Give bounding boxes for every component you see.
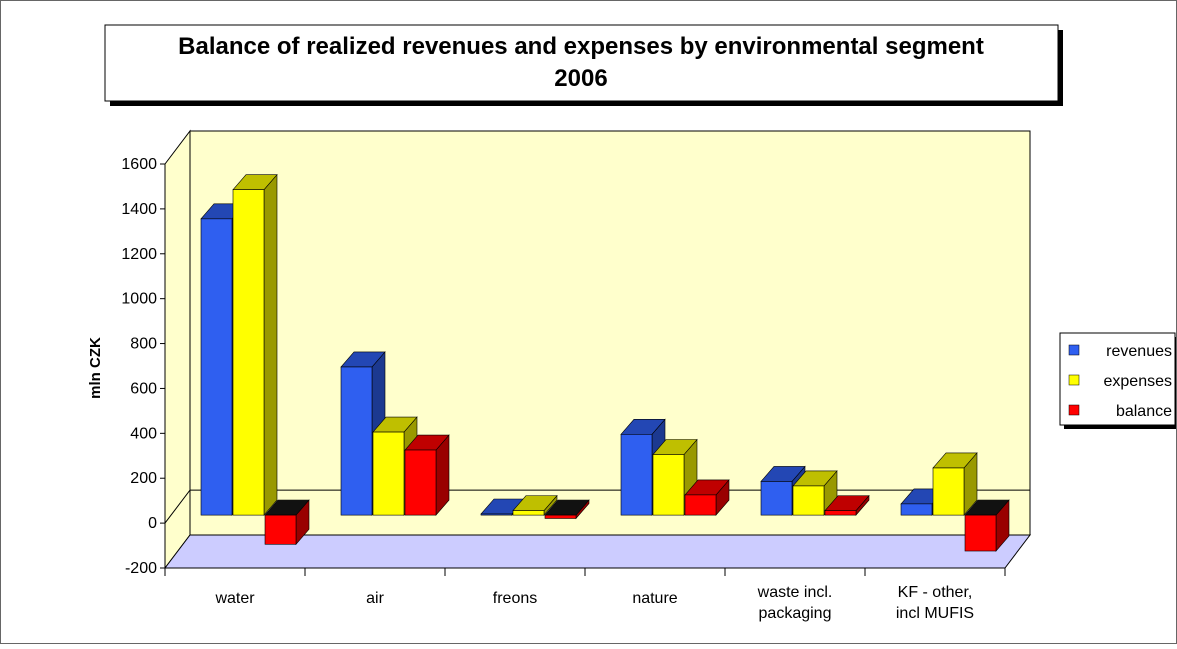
y-tick-label: 400 [130,425,157,442]
y-tick-label: 1200 [121,246,157,263]
y-tick-label: 0 [148,515,157,532]
bar [200,218,233,516]
back-wall [189,130,1031,536]
bar-side [263,173,278,516]
bar [232,189,265,516]
x-tick-label: air [366,590,384,607]
bar [900,503,933,516]
bar [264,514,297,545]
label-line: packaging [759,605,832,622]
label-line: KF - other, [898,584,973,601]
label-line: nature [632,590,677,607]
legend-swatch [1068,344,1080,356]
zero-line [164,489,1030,524]
legend-label: expenses [1104,373,1173,390]
bar [932,467,965,516]
y-tick-label: 1000 [121,291,157,308]
x-tick-label: nature [632,590,677,607]
label-line: air [366,590,384,607]
bar [480,513,513,516]
bar [404,449,437,516]
y-axis-label: mln CZK [87,337,104,399]
bar [964,514,997,552]
chart-title: Balance of realized revenues and expense… [178,33,984,60]
y-tick-label: 800 [130,336,157,353]
title-box [104,24,1059,102]
label-line: freons [493,590,537,607]
bar [340,366,373,516]
y-tick-label: 600 [130,380,157,397]
y-tick-label: 1400 [121,201,157,218]
bar [544,514,577,519]
bar [652,454,685,516]
legend-swatch [1068,404,1080,416]
bar [372,431,405,516]
x-tick-label: waste incl. packaging [757,584,833,622]
x-tick-label: KF - other, incl MUFIS [896,584,974,622]
x-tick-label: freons [493,590,537,607]
y-tick-label: 200 [130,470,157,487]
chart-subtitle: 2006 [554,65,607,92]
label-line: incl MUFIS [896,605,974,622]
y-tick-label: -200 [125,560,157,577]
legend-label: balance [1116,403,1172,420]
bar [620,434,653,516]
bar [792,485,825,516]
left-wall [164,129,191,570]
bar [684,494,717,516]
x-tick-label: water [214,590,255,607]
bar [824,510,857,516]
legend-label: revenues [1106,343,1172,360]
label-line: waste incl. [757,584,833,601]
bar [760,481,793,516]
legend-swatch [1068,374,1080,386]
label-line: water [214,590,255,607]
bar [512,510,545,516]
y-tick-label: 1600 [121,156,157,173]
